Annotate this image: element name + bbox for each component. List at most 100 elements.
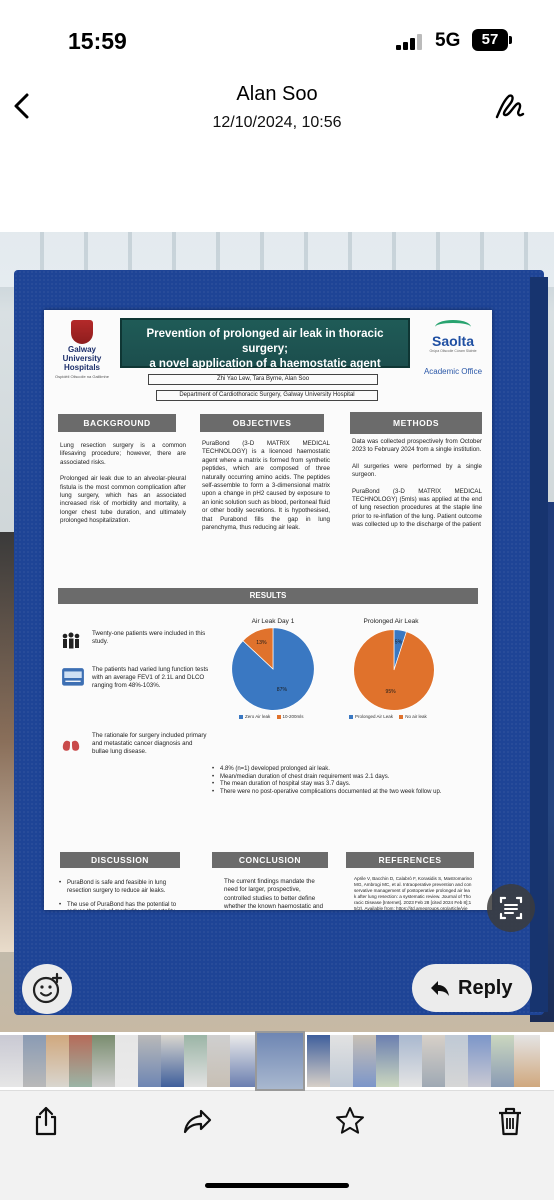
poster-title-line-2: a novel application of a haemostatic age… <box>149 358 381 370</box>
methods-text: Data was collected prospectively from Oc… <box>352 438 482 538</box>
poster-title: Prevention of prolonged air leak in thor… <box>120 318 410 370</box>
thumbnail[interactable] <box>491 1035 517 1087</box>
methods-heading: METHODS <box>350 412 482 434</box>
add-emoji-icon[interactable] <box>22 964 72 1014</box>
pie-slice-label: 87% <box>277 687 288 693</box>
results-bullet: Mean/median duration of chest drain requ… <box>212 774 472 782</box>
share-icon[interactable] <box>30 1105 62 1137</box>
scientific-poster: Galway University Hospitals Ospidéil Oll… <box>44 310 492 910</box>
conclusion-heading: CONCLUSION <box>212 852 328 868</box>
thumbnail[interactable] <box>138 1035 164 1087</box>
thumbnail[interactable] <box>353 1035 379 1087</box>
results-item-lung-function: The patients had varied lung function te… <box>60 666 210 690</box>
pie-slice-label: 13% <box>256 640 267 646</box>
results-heading: RESULTS <box>58 588 478 604</box>
thumbnail[interactable] <box>23 1035 49 1087</box>
thumbnail[interactable] <box>307 1035 333 1087</box>
thumbnail[interactable] <box>514 1035 540 1087</box>
reply-button[interactable]: Reply <box>412 964 532 1012</box>
thumbnail-selected[interactable] <box>255 1031 305 1091</box>
pie-slice-label: 5% <box>395 639 403 645</box>
logo-line-1: Galway <box>67 345 96 354</box>
results-item-1-text: Twenty-one patients were included in thi… <box>92 630 206 645</box>
thumbnail[interactable] <box>230 1035 256 1087</box>
star-icon[interactable] <box>334 1105 366 1137</box>
battery-indicator: 57 <box>472 29 512 51</box>
thumbnail[interactable] <box>92 1035 118 1087</box>
academic-office-label: Academic Office <box>423 367 483 376</box>
thumbnail[interactable] <box>399 1035 425 1087</box>
prolonged-air-leak-pie-chart: 5% 95% <box>353 629 435 711</box>
live-text-scan-icon[interactable] <box>487 884 535 932</box>
thumbnail[interactable] <box>161 1035 187 1087</box>
legend-swatch <box>239 714 243 719</box>
logo-line-3: Hospitals <box>63 363 100 372</box>
objectives-paragraph: PuraBond (3-D MATRIX MEDICAL TECHNOLOGY)… <box>202 440 330 532</box>
poster-title-line-1: Prevention of prolonged air leak in thor… <box>146 328 384 355</box>
crest-icon <box>71 320 93 344</box>
poster-department: Department of Cardiothoracic Surgery, Ga… <box>156 390 378 401</box>
logo-line-2: University <box>62 354 102 363</box>
discussion-item: The use of PuraBond has the potential to… <box>58 902 183 910</box>
thumbnail[interactable] <box>376 1035 402 1087</box>
objectives-heading: OBJECTIVES <box>200 414 324 432</box>
galway-hospitals-logo: Galway University Hospitals Ospidéil Oll… <box>52 320 112 379</box>
thumbnail[interactable] <box>468 1035 494 1087</box>
pie-slice <box>353 629 435 711</box>
thumbnail[interactable] <box>0 1035 26 1087</box>
viewer-header: Alan Soo 12/10/2024, 10:56 <box>0 78 554 138</box>
pie-slice <box>242 627 274 670</box>
thumbnail[interactable] <box>69 1035 95 1087</box>
legend-label: Zero Air leak <box>245 714 271 719</box>
lungs-icon <box>62 735 80 751</box>
photo-thumbnail-strip[interactable] <box>0 1031 554 1091</box>
trash-icon[interactable] <box>494 1105 526 1137</box>
saolta-subtitle: Grúpa Ollscoile Cúram Sláinte <box>429 349 477 353</box>
signal-strength-icon <box>396 34 426 50</box>
home-indicator <box>205 1183 349 1188</box>
background-text: Lung resection surgery is a common lifes… <box>60 442 186 534</box>
thumbnail[interactable] <box>422 1035 448 1087</box>
discussion-list: PuraBond is safe and feasible in lung re… <box>58 880 183 910</box>
status-bar: 15:59 5G 57 <box>0 0 554 80</box>
chevron-left-icon[interactable] <box>8 92 36 120</box>
saolta-swoosh-icon <box>435 320 471 334</box>
legend-swatch <box>349 714 353 719</box>
thumbnail[interactable] <box>46 1035 72 1087</box>
air-leak-day1-pie-chart: 87% 13% <box>231 627 315 711</box>
results-bullet: The mean duration of hospital stay was 3… <box>212 781 472 789</box>
results-item-patients: Twenty-one patients were included in thi… <box>60 630 210 649</box>
markup-pen-icon[interactable] <box>492 90 526 124</box>
saolta-logo: Saolta Grúpa Ollscoile Cúram Sláinte Aca… <box>418 320 488 376</box>
thumbnail[interactable] <box>115 1035 141 1087</box>
thumbnail[interactable] <box>330 1035 356 1087</box>
thumbnail[interactable] <box>184 1035 210 1087</box>
results-bullet-list: 4.8% (n=1) developed prolonged air leak.… <box>212 766 472 796</box>
discussion-heading: DISCUSSION <box>60 852 180 868</box>
objectives-text: PuraBond (3-D MATRIX MEDICAL TECHNOLOGY)… <box>202 440 330 540</box>
references-paragraph: Aprile V, Bacchin D, Calabrò F, Korasidi… <box>354 876 472 910</box>
saolta-name: Saolta <box>431 333 474 349</box>
results-bullet: 4.8% (n=1) developed prolonged air leak. <box>212 766 472 774</box>
legend-swatch <box>276 714 281 719</box>
poster-board-frame <box>530 277 548 1012</box>
background-paragraph-2: Prolonged air leak due to an alveolar-pl… <box>60 475 186 525</box>
chart-1-legend: Zero Air leak 10-200mls <box>234 714 304 719</box>
legend-swatch <box>399 714 404 719</box>
status-time: 15:59 <box>68 28 127 54</box>
forward-icon[interactable] <box>182 1105 214 1137</box>
discussion-item: PuraBond is safe and feasible in lung re… <box>58 880 183 896</box>
methods-paragraph-3: PuraBond (3-D MATRIX MEDICAL TECHNOLOGY)… <box>352 487 482 529</box>
lung-function-test-icon <box>62 668 84 686</box>
pie-slice-label: 95% <box>386 689 397 695</box>
thumbnail[interactable] <box>445 1035 471 1087</box>
poster-photo[interactable]: Galway University Hospitals Ospidéil Oll… <box>0 232 554 1032</box>
poster-authors: Zhi Yao Lew, Tara Byrne, Alan Soo <box>148 374 378 385</box>
reply-label: Reply <box>458 977 513 999</box>
thumbnail[interactable] <box>207 1035 233 1087</box>
chart-1-title: Air Leak Day 1 <box>251 618 295 625</box>
methods-paragraph-1: Data was collected prospectively from Oc… <box>352 438 482 454</box>
sender-name: Alan Soo <box>236 83 318 105</box>
message-timestamp: 12/10/2024, 10:56 <box>212 114 342 131</box>
